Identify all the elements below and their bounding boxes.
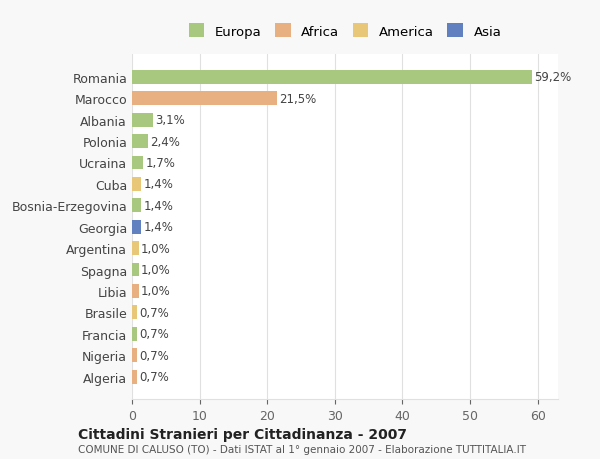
Text: 1,4%: 1,4% (143, 199, 173, 213)
Bar (132, 306, 137, 319)
Text: Cittadini Stranieri per Cittadinanza - 2007: Cittadini Stranieri per Cittadinanza - 2… (78, 427, 407, 441)
Bar (132, 220, 142, 234)
Bar (132, 327, 137, 341)
Legend: Europa, Africa, America, Asia: Europa, Africa, America, Asia (185, 20, 505, 42)
Text: 1,4%: 1,4% (143, 178, 173, 191)
Bar (132, 113, 153, 127)
Text: 1,7%: 1,7% (146, 157, 175, 170)
Text: 2,4%: 2,4% (150, 135, 180, 148)
Bar (132, 135, 148, 149)
Text: 1,4%: 1,4% (143, 221, 173, 234)
Text: 0,7%: 0,7% (139, 349, 169, 362)
Text: 1,0%: 1,0% (141, 263, 170, 276)
Text: 1,0%: 1,0% (141, 285, 170, 298)
Bar (132, 178, 142, 191)
Text: 0,7%: 0,7% (139, 370, 169, 383)
Bar (132, 348, 137, 362)
Bar (132, 370, 137, 384)
Bar (132, 92, 277, 106)
Text: 0,7%: 0,7% (139, 306, 169, 319)
Text: 3,1%: 3,1% (155, 114, 185, 127)
Bar (132, 71, 532, 84)
Bar (132, 199, 142, 213)
Text: 1,0%: 1,0% (141, 242, 170, 255)
Text: COMUNE DI CALUSO (TO) - Dati ISTAT al 1° gennaio 2007 - Elaborazione TUTTITALIA.: COMUNE DI CALUSO (TO) - Dati ISTAT al 1°… (78, 444, 526, 454)
Text: 21,5%: 21,5% (280, 93, 317, 106)
Bar (132, 241, 139, 256)
Bar (132, 263, 139, 277)
Bar (132, 156, 143, 170)
Text: 59,2%: 59,2% (535, 71, 572, 84)
Bar (132, 284, 139, 298)
Text: 0,7%: 0,7% (139, 328, 169, 341)
